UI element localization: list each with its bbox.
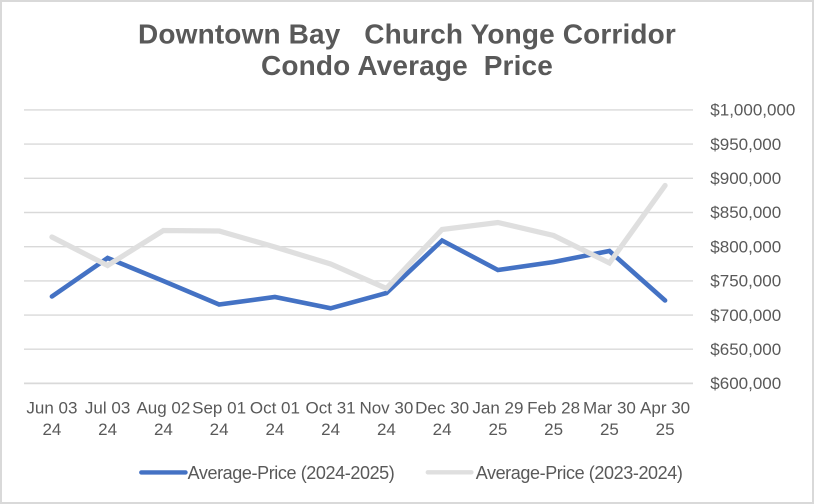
- svg-text:$750,000: $750,000: [710, 272, 781, 291]
- svg-text:Nov 30: Nov 30: [359, 399, 413, 418]
- svg-text:24: 24: [210, 420, 229, 439]
- svg-text:Mar 30: Mar 30: [583, 399, 636, 418]
- svg-text:$850,000: $850,000: [710, 203, 781, 222]
- svg-text:Jul 03: Jul 03: [85, 399, 130, 418]
- svg-text:Jun 03: Jun 03: [26, 399, 77, 418]
- svg-text:25: 25: [488, 420, 507, 439]
- svg-text:24: 24: [98, 420, 117, 439]
- svg-text:$800,000: $800,000: [710, 237, 781, 256]
- svg-text:Oct 01: Oct 01: [250, 399, 300, 418]
- svg-text:25: 25: [600, 420, 619, 439]
- svg-text:24: 24: [377, 420, 396, 439]
- svg-text:Sep 01: Sep 01: [192, 399, 246, 418]
- svg-text:Aug 02: Aug 02: [136, 399, 190, 418]
- svg-text:Jan 29: Jan 29: [472, 399, 523, 418]
- svg-text:$900,000: $900,000: [710, 169, 781, 188]
- svg-text:$650,000: $650,000: [710, 340, 781, 359]
- svg-text:24: 24: [321, 420, 340, 439]
- svg-text:25: 25: [544, 420, 563, 439]
- svg-text:Downtown Bay Church Yonge Co: Downtown Bay Church Yonge Corridor: [138, 19, 676, 50]
- svg-text:24: 24: [42, 420, 61, 439]
- svg-text:$600,000: $600,000: [710, 374, 781, 393]
- svg-text:$1,000,000: $1,000,000: [710, 101, 795, 120]
- svg-text:24: 24: [154, 420, 173, 439]
- svg-text:24: 24: [265, 420, 284, 439]
- svg-text:Dec 30: Dec 30: [415, 399, 469, 418]
- svg-text:Condo Average Price: Condo Average Price: [261, 50, 553, 81]
- svg-text:25: 25: [656, 420, 675, 439]
- svg-text:Average-Price (2024-2025): Average-Price (2024-2025): [188, 463, 395, 483]
- svg-text:Apr 30: Apr 30: [640, 399, 690, 418]
- svg-text:Feb 28: Feb 28: [527, 399, 580, 418]
- svg-text:$950,000: $950,000: [710, 135, 781, 154]
- svg-text:$700,000: $700,000: [710, 306, 781, 325]
- svg-text:Oct 31: Oct 31: [306, 399, 356, 418]
- svg-text:Average-Price (2023-2024): Average-Price (2023-2024): [476, 463, 683, 483]
- svg-text:24: 24: [433, 420, 452, 439]
